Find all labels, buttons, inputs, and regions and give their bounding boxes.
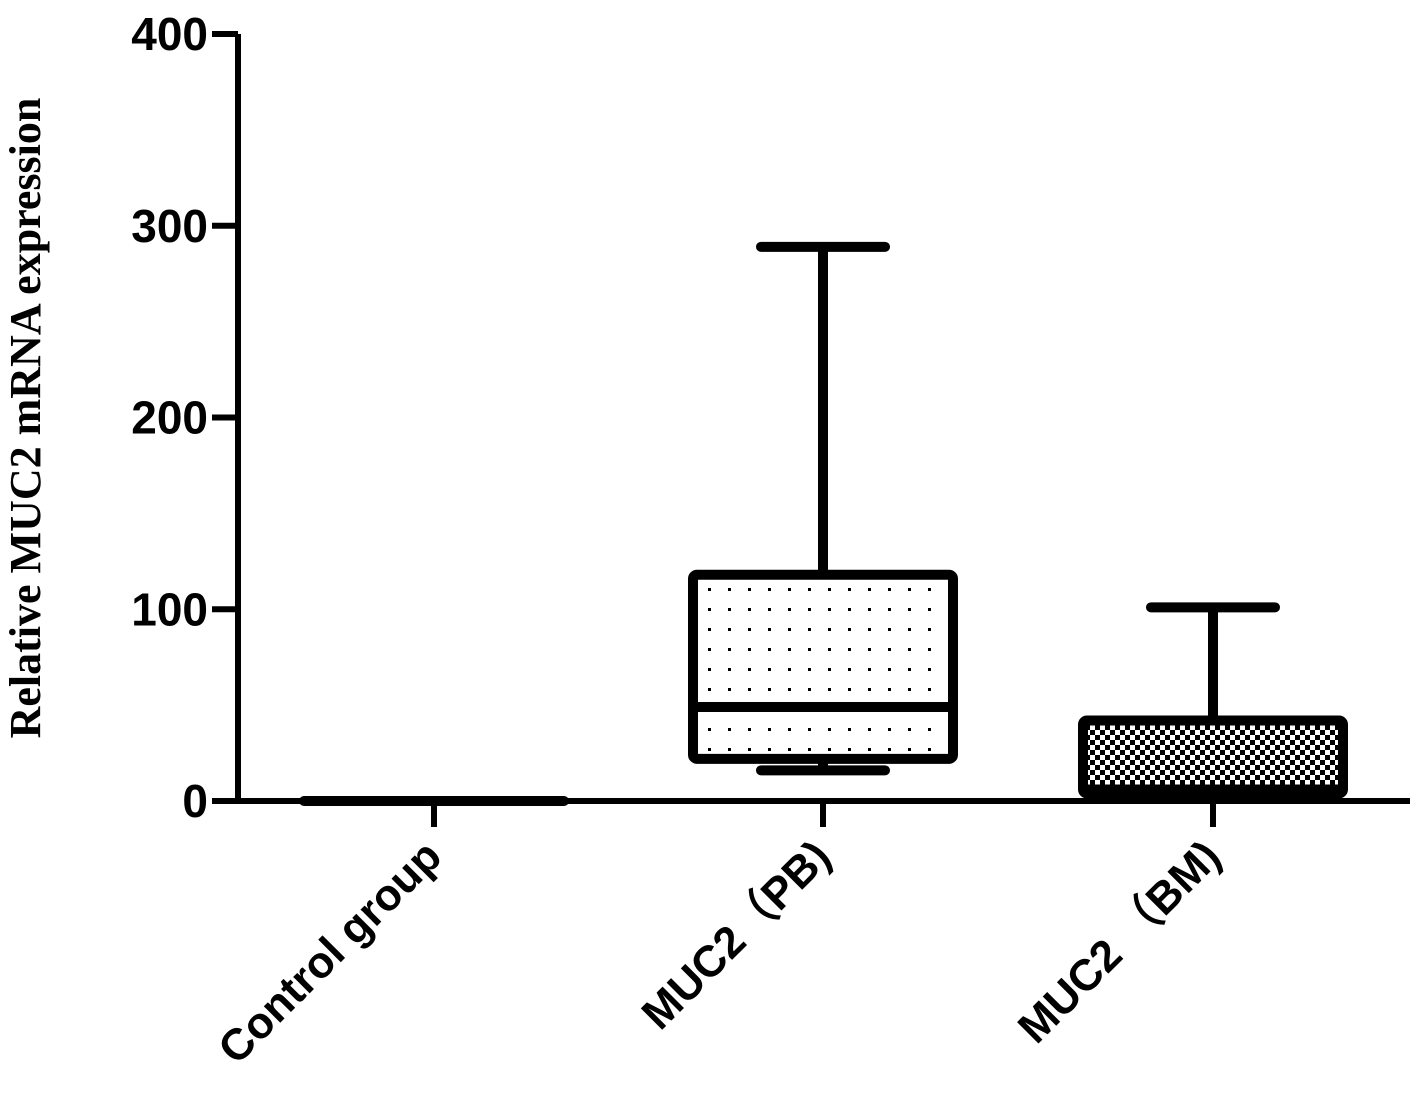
y-tick-label: 100 xyxy=(131,583,208,635)
x-category-label: MUC2（PB) xyxy=(633,831,841,1039)
box-body xyxy=(1078,715,1348,799)
y-axis-title: Relative MUC2 mRNA expression xyxy=(1,98,50,739)
y-tick-label: 200 xyxy=(131,392,208,444)
x-category-label: Control group xyxy=(209,831,451,1073)
x-category-label: MUC2 （BM) xyxy=(1009,831,1230,1052)
y-tick-label: 300 xyxy=(131,200,208,252)
y-tick-label: 400 xyxy=(131,8,208,60)
box-2 xyxy=(688,241,958,776)
box-body xyxy=(688,569,958,764)
box-3 xyxy=(1078,602,1348,799)
y-tick-label: 0 xyxy=(182,775,208,827)
